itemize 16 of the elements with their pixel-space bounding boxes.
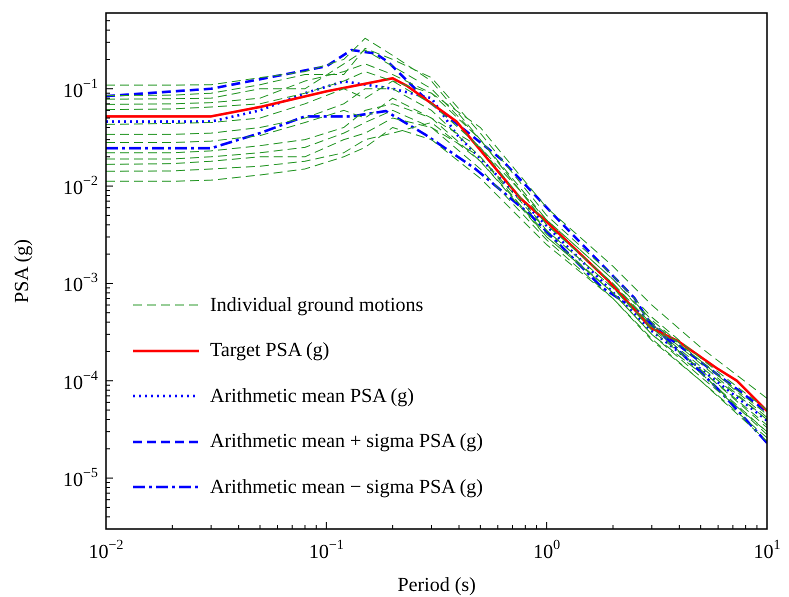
legend-label: Arithmetic mean PSA (g): [210, 384, 414, 408]
x-tick-label: 10$^{−2}$: [88, 538, 124, 563]
x-tick-label: 10$^{0}$: [533, 538, 560, 563]
y-axis-title: PSA (g): [10, 239, 33, 303]
y-tick-label: 10$^{−3}$: [63, 271, 98, 296]
legend-label: Target PSA (g): [210, 339, 330, 362]
legend-label: Arithmetic mean + sigma PSA (g): [210, 430, 483, 453]
y-tick-label: 10$^{−5}$: [63, 466, 98, 492]
legend-label: Individual ground motions: [210, 294, 424, 316]
y-tick-label: 10$^{−4}$: [63, 368, 98, 394]
y-tick-label: 10$^{−1}$: [63, 76, 98, 102]
legend-label: Arithmetic mean − sigma PSA (g): [210, 476, 483, 498]
x-tick-label: 10$^{1}$: [754, 538, 780, 563]
x-tick-label: 10$^{−1}$: [308, 538, 344, 563]
y-tick-label: 10$^{−2}$: [63, 174, 98, 200]
x-axis-title: Period (s): [398, 574, 476, 596]
